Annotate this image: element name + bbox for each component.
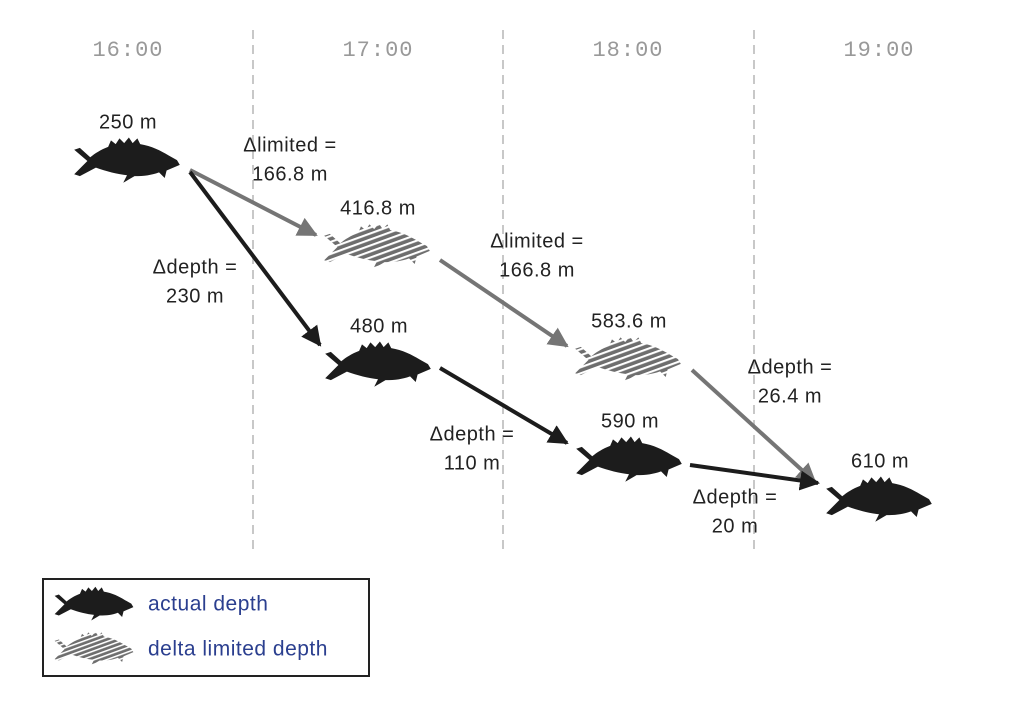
node-label: 250 m <box>99 111 157 133</box>
arrow <box>438 258 569 348</box>
node-label: 610 m <box>851 450 909 472</box>
arrow <box>188 170 322 347</box>
edge-label: 110 m <box>444 452 501 474</box>
edge-label: Δdepth = <box>748 356 833 378</box>
time-label: 16:00 <box>92 38 163 63</box>
edge-label: 230 m <box>166 285 224 307</box>
time-label: 18:00 <box>592 38 663 63</box>
edge-label: 20 m <box>712 515 758 537</box>
edge-label: 166.8 m <box>499 259 575 281</box>
node-label: 583.6 m <box>591 310 667 332</box>
limited-fish <box>324 223 430 269</box>
edge-label: Δdepth = <box>430 423 515 445</box>
edge-label: Δlimited = <box>243 134 336 156</box>
edge-label: 26.4 m <box>758 385 822 407</box>
actual-fish <box>576 436 682 482</box>
node-label: 590 m <box>601 410 659 432</box>
arrow <box>438 366 569 445</box>
time-label: 17:00 <box>342 38 413 63</box>
time-label: 19:00 <box>843 38 914 63</box>
dividers <box>252 30 755 555</box>
actual-fish <box>54 586 134 621</box>
edge-label: Δlimited = <box>490 230 583 252</box>
arrow <box>690 368 817 484</box>
arrow <box>689 463 820 491</box>
edge-label: Δdepth = <box>693 486 778 508</box>
actual-fish <box>74 137 180 183</box>
legend-label: actual depth <box>148 593 268 616</box>
edge-label: 166.8 m <box>252 163 328 185</box>
edge-label: Δdepth = <box>153 256 238 278</box>
limited-fish <box>575 336 681 382</box>
node-label: 416.8 m <box>340 197 416 219</box>
node-label: 480 m <box>350 315 408 337</box>
legend-box <box>42 578 370 677</box>
arrow <box>189 168 318 237</box>
legend-label: delta limited depth <box>148 638 328 661</box>
actual-fish <box>826 476 932 522</box>
limited-fish <box>54 631 134 666</box>
actual-fish <box>325 341 431 387</box>
